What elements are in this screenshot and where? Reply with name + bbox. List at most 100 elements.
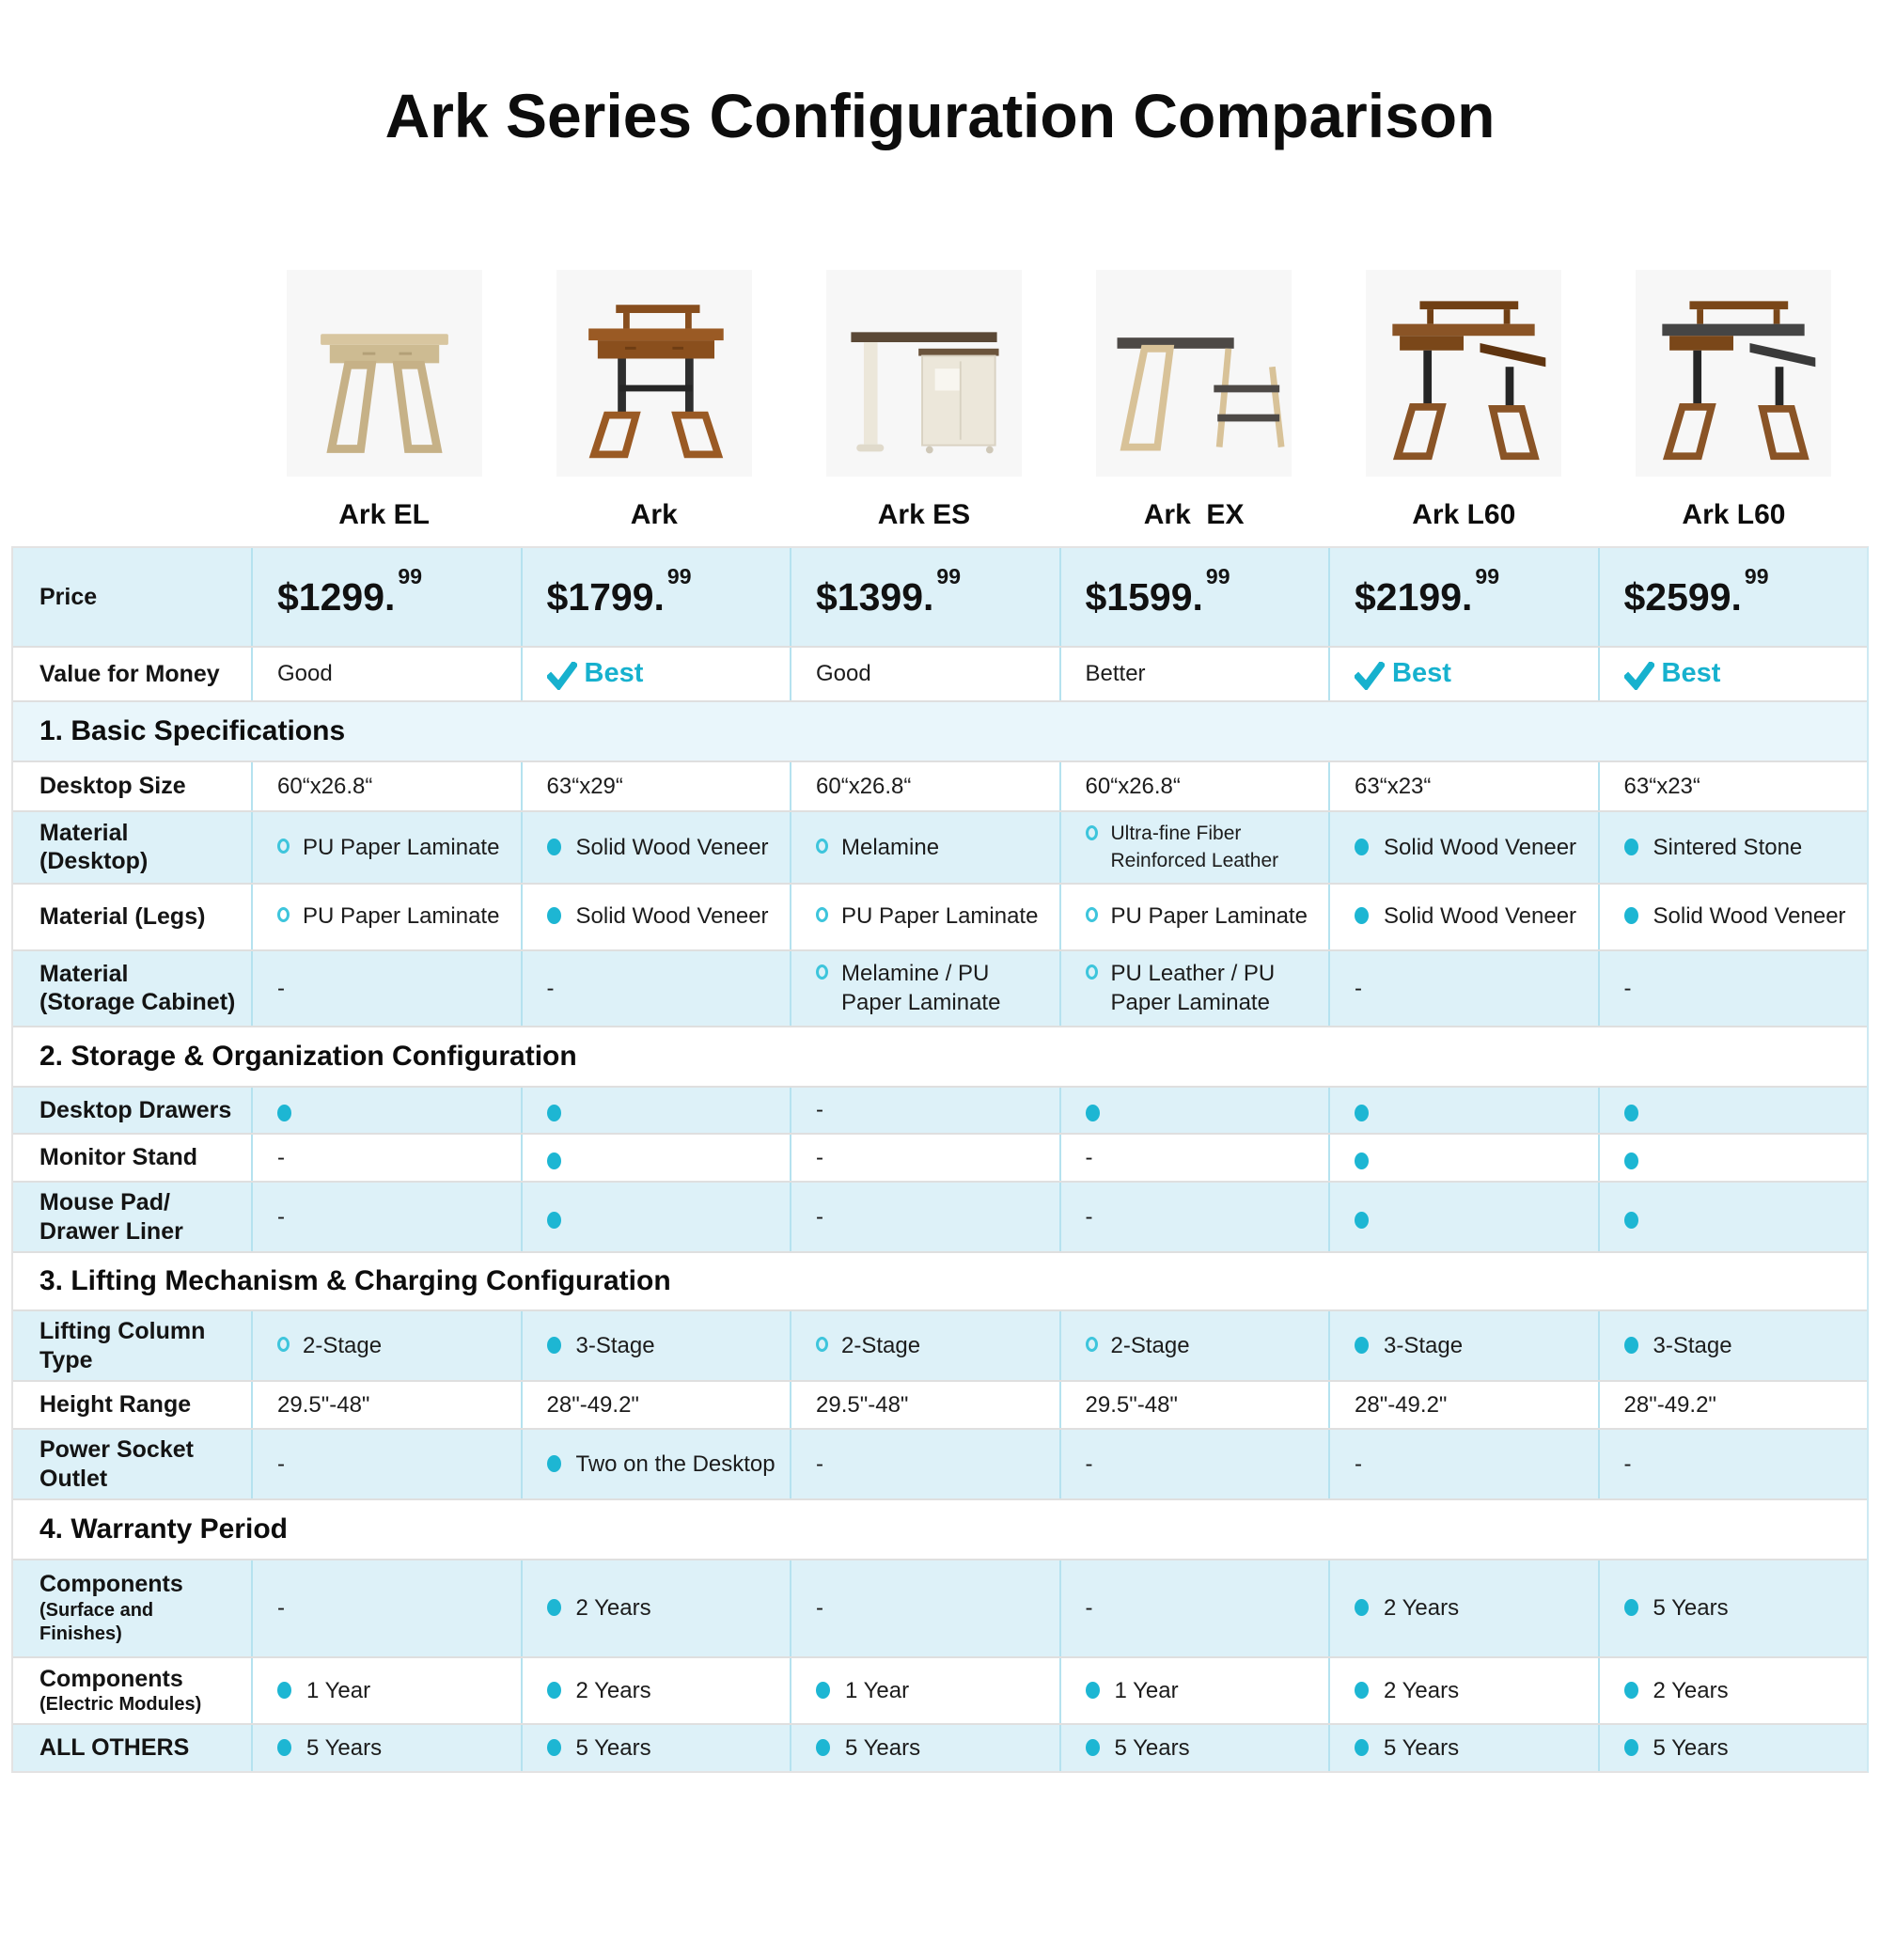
row-label-cell: Material (Desktop) [13,812,251,883]
row-label: Desktop Size [39,773,186,800]
table-row: Desktop Drawers - [13,1086,1867,1134]
dash-value: - [816,1097,823,1123]
cell-text: Ultra-fine Fiber Reinforced Leather [1110,823,1279,872]
open-circle-icon [1085,907,1098,923]
table-cell: Solid Wood Veneer [520,812,791,883]
cell-text: 5 Years [1653,1595,1729,1622]
table-row: Monitor Stand - - - [13,1133,1868,1182]
cell-text: PU Paper Laminate [303,834,500,860]
filled-bullet-icon [546,1599,561,1617]
row-label: Monitor Stand [39,1144,198,1171]
section-header-row: 3. Lifting Mechanism & Charging Configur… [13,1251,1867,1310]
filled-bullet-icon [1355,907,1369,925]
table-cell [520,1088,791,1134]
dash-value: - [1085,1595,1093,1622]
table-cell: - [1058,1135,1329,1182]
table-cell: 2 Years [1597,1658,1868,1724]
section-header-row: 2. Storage & Organization Configuration [13,1026,1867,1087]
product-image-ark [556,270,752,477]
filled-bullet-icon [546,1454,561,1472]
desk-illustration-icon [588,305,724,459]
table-cell: 28"-49.2" [1597,1382,1868,1429]
price-cents: 99 [1744,563,1769,588]
filled-bullet-icon [546,907,561,925]
table-cell [520,1135,791,1182]
row-label-cell: Components (Surface and Finishes) [13,1560,251,1656]
open-circle-icon [277,907,290,923]
desk-illustration-icon [1392,301,1546,461]
filled-bullet-icon [277,1105,291,1122]
open-circle-icon [1085,964,1098,980]
table-cell: Better [1058,648,1329,700]
price-value: $2599. [1623,574,1742,619]
cell-text: 63“x23“ [1355,773,1432,799]
cell-text: 2 Years [1653,1677,1729,1703]
dash-value: - [277,1595,285,1622]
row-label-cell: Value for Money [13,648,251,700]
product-name: Ark [630,499,678,530]
table-cell: $1799. 99 [520,548,791,646]
cell-text: Melamine / PU Paper Laminate [841,960,1001,1016]
page-title: Ark Series Configuration Comparison [384,81,1496,150]
cell-text: 3-Stage [1384,1332,1464,1358]
dash-value: - [1085,1203,1093,1230]
cell-text: Melamine [841,834,940,860]
dash-value: - [1623,975,1632,1001]
cell-text: 3-Stage [1653,1332,1732,1358]
table-cell [1597,1135,1868,1182]
table-cell: - [1597,950,1868,1027]
cell-text: PU Paper Laminate [841,903,1039,930]
table-cell: 63“x23“ [1328,762,1598,810]
product-image-ark_l60 [1366,270,1562,477]
filled-bullet-icon [1355,1105,1369,1122]
row-label-cell: Price [13,548,251,646]
filled-bullet-icon [1623,1738,1638,1756]
dash-value: - [546,975,555,1001]
best-label: Best [1392,658,1451,688]
table-cell: Solid Wood Veneer [1597,884,1868,949]
table-cell: 2-Stage [790,1311,1059,1381]
table-cell: Good [790,648,1059,700]
cell-text: 2 Years [1384,1677,1460,1703]
table-row: Height Range 29.5"-48" 28"-49.2" 29.5"-48" 2… [13,1380,1868,1429]
cell-text: PU Leather / PU Paper Laminate [1110,960,1276,1016]
price-value: $1299. [277,574,396,619]
table-cell: 60“x26.8“ [790,762,1059,810]
table-cell: PU Paper Laminate [251,812,521,883]
table-cell: PU Leather / PU Paper Laminate [1058,950,1329,1027]
table-cell: Good [251,648,521,700]
table-cell: Ultra-fine Fiber Reinforced Leather [1058,812,1329,883]
cell-text: 28"-49.2" [546,1391,639,1418]
table-cell: 2 Years [520,1658,791,1724]
cell-text: Good [277,661,333,687]
dash-value: - [816,1450,823,1477]
table-cell: PU Paper Laminate [790,884,1059,949]
row-label: Price [39,583,98,610]
row-label-cell: Material (Storage Cabinet) [13,951,251,1026]
table-cell: $1299. 99 [251,548,521,646]
table-cell: PU Paper Laminate [1058,884,1329,949]
table-cell: $1399. 99 [790,548,1059,646]
table-cell: 5 Years [520,1725,791,1772]
table-cell: 28"-49.2" [520,1382,791,1429]
table-cell: Solid Wood Veneer [1328,884,1598,949]
table-cell: Best [1328,648,1598,700]
filled-bullet-icon [546,1211,561,1229]
comparison-table: Price $1299. 99 $1799. 99 $1399. 99 $1599. 99 $21… [11,546,1869,1774]
filled-bullet-icon [1623,838,1638,855]
table-cell: 63“x23“ [1597,762,1868,810]
product-image-ark_l60s [1636,270,1832,477]
cell-text: 2-Stage [303,1332,383,1358]
filled-bullet-icon [277,1738,291,1756]
table-cell: - [790,1430,1059,1499]
cell-text: 1 Year [1114,1677,1179,1703]
product-column-header: Ark EX [1059,270,1329,531]
table-cell: - [251,1430,521,1499]
product-name: Ark EX [1143,499,1245,530]
row-label-cell: Desktop Size [13,762,251,810]
table-cell: 28"-49.2" [1328,1382,1598,1429]
table-cell: 2-Stage [1058,1311,1329,1381]
cell-text: 5 Years [1114,1734,1190,1761]
section-title: 3. Lifting Mechanism & Charging Configur… [39,1265,671,1297]
filled-bullet-icon [1623,1336,1638,1354]
